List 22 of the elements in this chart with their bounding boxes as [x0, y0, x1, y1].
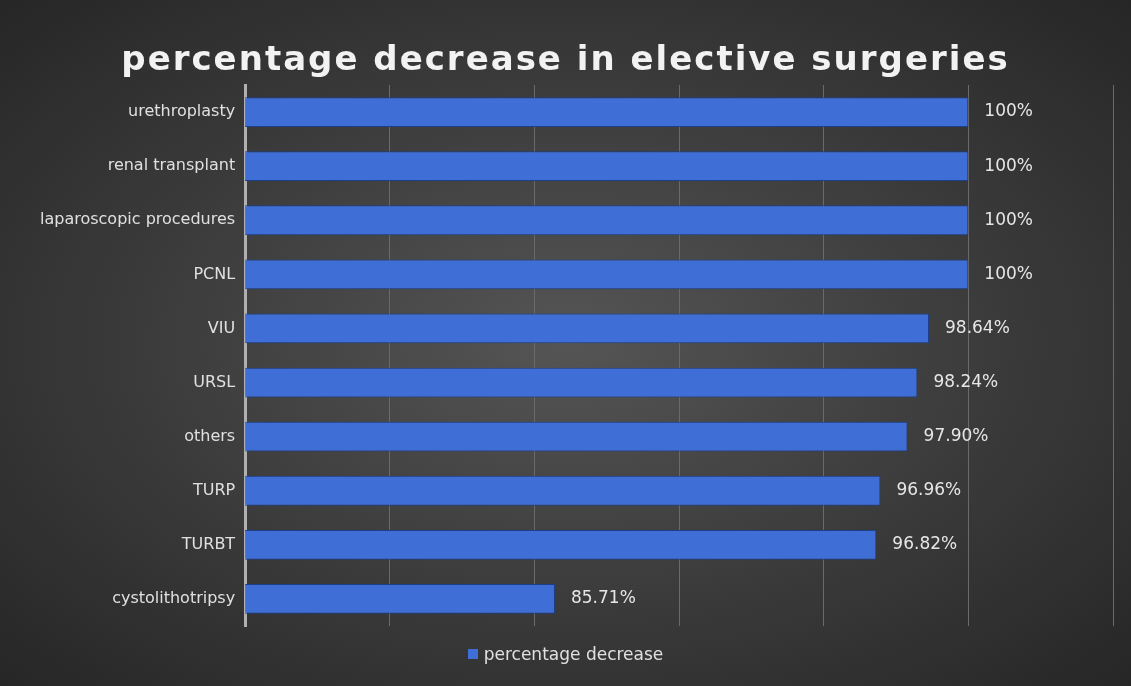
data-label: 96.96%	[896, 479, 962, 500]
data-label: 100%	[984, 100, 1033, 121]
y-tick-label: PCNL	[193, 263, 236, 283]
data-label: 96.82%	[892, 533, 958, 554]
y-tick-label: URSL	[193, 371, 236, 391]
legend-label: percentage decrease	[483, 644, 664, 664]
data-label: 98.64%	[945, 316, 1010, 337]
y-tick-label: cystolithotripsy	[112, 588, 236, 608]
y-tick-label: renal transplant	[107, 155, 236, 175]
data-label: 98.24%	[933, 370, 999, 391]
y-tick-label: TURBT	[180, 534, 236, 554]
chart-title: percentage decrease in elective surgeries	[120, 38, 1011, 78]
y-tick-label: laparoscopic procedures	[39, 209, 236, 229]
y-tick-label: others	[184, 425, 236, 445]
data-label: 100%	[984, 262, 1033, 283]
y-tick-label: TURP	[191, 479, 236, 499]
y-tick-label: VIU	[207, 317, 236, 337]
data-label: 100%	[984, 208, 1033, 229]
data-label: 97.90%	[923, 425, 989, 446]
y-tick-label: urethroplasty	[128, 101, 236, 121]
data-label: 100%	[984, 154, 1033, 175]
data-label: 85.71%	[570, 587, 636, 608]
